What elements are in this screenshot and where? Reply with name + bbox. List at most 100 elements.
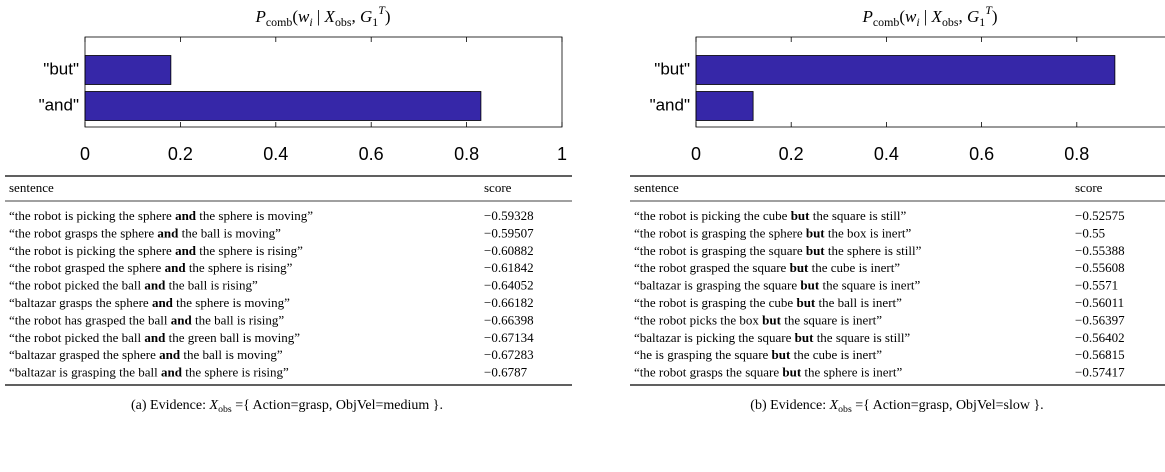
text-segment: “the robot picks the box bbox=[634, 312, 762, 327]
score-cell: −0.57417 bbox=[1075, 365, 1125, 380]
text-segment: the ball is moving” bbox=[178, 225, 281, 240]
text-segment: “the robot is grasping the cube bbox=[634, 295, 796, 310]
text-segment: the sphere is moving” bbox=[173, 295, 290, 310]
text-segment: P bbox=[255, 7, 266, 26]
x-tick-label: 0.2 bbox=[168, 144, 193, 164]
x-tick-label: 0.8 bbox=[454, 144, 479, 164]
text-segment: “the robot is picking the cube bbox=[634, 208, 791, 223]
y-tick-label: "but" bbox=[654, 59, 690, 78]
x-tick-label: 0.4 bbox=[263, 144, 288, 164]
text-segment: the square is still” bbox=[813, 330, 910, 345]
column-header: score bbox=[1075, 180, 1103, 195]
text-segment: 1 bbox=[979, 15, 985, 29]
sentence-cell: “the robot grasps the square but the sph… bbox=[634, 365, 902, 380]
score-cell: −0.64052 bbox=[484, 278, 534, 293]
text-segment: obs bbox=[218, 404, 232, 415]
score-cell: −0.5571 bbox=[1075, 278, 1118, 293]
text-segment: ) bbox=[385, 7, 391, 26]
text-segment: , bbox=[958, 7, 967, 26]
sentence-cell: “the robot is picking the sphere and the… bbox=[9, 243, 303, 258]
sentence-cell: “he is grasping the square but the cube … bbox=[634, 347, 882, 362]
sentence-cell: “the robot has grasped the ball and the … bbox=[9, 312, 284, 327]
text-segment: the box is inert” bbox=[825, 225, 912, 240]
text-segment: the cube is inert” bbox=[790, 347, 882, 362]
score-cell: −0.52575 bbox=[1075, 208, 1125, 223]
text-segment: the ball is inert” bbox=[815, 295, 902, 310]
text-segment: the sphere is moving” bbox=[196, 208, 313, 223]
text-segment: X bbox=[931, 7, 943, 26]
text-segment: ={ Action=grasp, ObjVel=medium }. bbox=[232, 398, 443, 413]
sentence-cell: “the robot picked the ball and the ball … bbox=[9, 278, 258, 293]
text-segment: comb bbox=[873, 15, 899, 29]
text-segment: T bbox=[985, 3, 993, 17]
text-segment: the sphere is still” bbox=[825, 243, 922, 258]
score-cell: −0.61842 bbox=[484, 260, 534, 275]
x-tick-label: 0.2 bbox=[779, 144, 804, 164]
text-segment: i bbox=[916, 15, 919, 29]
score-cell: −0.56402 bbox=[1075, 330, 1125, 345]
text-segment: and bbox=[144, 278, 166, 293]
text-segment: and bbox=[171, 312, 193, 327]
text-segment: ( bbox=[292, 7, 298, 26]
text-segment: “he is grasping the square bbox=[634, 347, 772, 362]
sentence-cell: “baltazar grasped the sphere and the bal… bbox=[9, 347, 283, 362]
score-cell: −0.55388 bbox=[1075, 243, 1125, 258]
text-segment: obs bbox=[942, 15, 959, 29]
text-segment: “the robot grasped the sphere bbox=[9, 260, 165, 275]
text-segment: w bbox=[905, 7, 917, 26]
text-segment: “baltazar grasps the sphere bbox=[9, 295, 152, 310]
sentence-cell: “baltazar grasps the sphere and the sphe… bbox=[9, 295, 290, 310]
text-segment: and bbox=[165, 260, 187, 275]
score-cell: −0.56397 bbox=[1075, 312, 1125, 327]
text-segment: X bbox=[209, 398, 219, 413]
score-cell: −0.60882 bbox=[484, 243, 534, 258]
x-tick-label: 0.6 bbox=[359, 144, 384, 164]
score-cell: −0.66182 bbox=[484, 295, 534, 310]
text-segment: “the robot is grasping the square bbox=[634, 243, 806, 258]
sentence-cell: “the robot is picking the sphere and the… bbox=[9, 208, 313, 223]
text-segment: comb bbox=[266, 15, 292, 29]
text-segment: the square is inert” bbox=[781, 312, 882, 327]
text-segment: but bbox=[791, 208, 810, 223]
score-cell: −0.56815 bbox=[1075, 347, 1125, 362]
text-segment: but bbox=[796, 295, 815, 310]
x-tick-label: 0 bbox=[80, 144, 90, 164]
score-cell: −0.6787 bbox=[484, 365, 528, 380]
text-segment: the sphere is rising” bbox=[182, 365, 289, 380]
text-segment: but bbox=[795, 330, 814, 345]
sentence-cell: “the robot is picking the cube but the s… bbox=[634, 208, 906, 223]
text-segment: “baltazar grasped the sphere bbox=[9, 347, 159, 362]
sentence-cell: “the robot is grasping the cube but the … bbox=[634, 295, 902, 310]
text-segment: the sphere is rising” bbox=[196, 243, 303, 258]
x-tick-label: 0.6 bbox=[969, 144, 994, 164]
score-cell: −0.56011 bbox=[1075, 295, 1124, 310]
axes-box bbox=[84, 36, 563, 128]
x-tick-label: 0 bbox=[691, 144, 701, 164]
text-segment: ) bbox=[992, 7, 998, 26]
text-segment: “the robot picked the ball bbox=[9, 330, 144, 345]
chart-title: Pcomb(wi | Xobs, G1T) bbox=[255, 3, 391, 29]
text-segment: the sphere is rising” bbox=[186, 260, 293, 275]
text-segment: and bbox=[152, 295, 174, 310]
text-segment: | bbox=[313, 7, 325, 26]
text-segment: the ball is moving” bbox=[180, 347, 283, 362]
text-segment: | bbox=[920, 7, 932, 26]
text-segment: T bbox=[378, 3, 386, 17]
text-segment: “the robot grasped the square bbox=[634, 260, 790, 275]
column-header: score bbox=[484, 180, 512, 195]
text-segment: and bbox=[175, 208, 197, 223]
sentence-cell: “the robot grasped the sphere and the sp… bbox=[9, 260, 293, 275]
text-segment: “the robot picked the ball bbox=[9, 278, 144, 293]
score-cell: −0.55608 bbox=[1075, 260, 1125, 275]
text-segment: obs bbox=[838, 404, 852, 415]
text-segment: the ball is rising” bbox=[192, 312, 285, 327]
text-segment: “baltazar is grasping the square bbox=[634, 278, 800, 293]
text-segment: “the robot grasps the sphere bbox=[9, 225, 157, 240]
text-segment: ={ Action=grasp, ObjVel=slow }. bbox=[852, 398, 1044, 413]
text-segment: “the robot has grasped the ball bbox=[9, 312, 171, 327]
caption: (b) Evidence: Xobs ={ Action=grasp, ObjV… bbox=[750, 398, 1043, 415]
score-cell: −0.66398 bbox=[484, 312, 534, 327]
text-segment: i bbox=[309, 15, 312, 29]
text-segment: , bbox=[351, 7, 360, 26]
